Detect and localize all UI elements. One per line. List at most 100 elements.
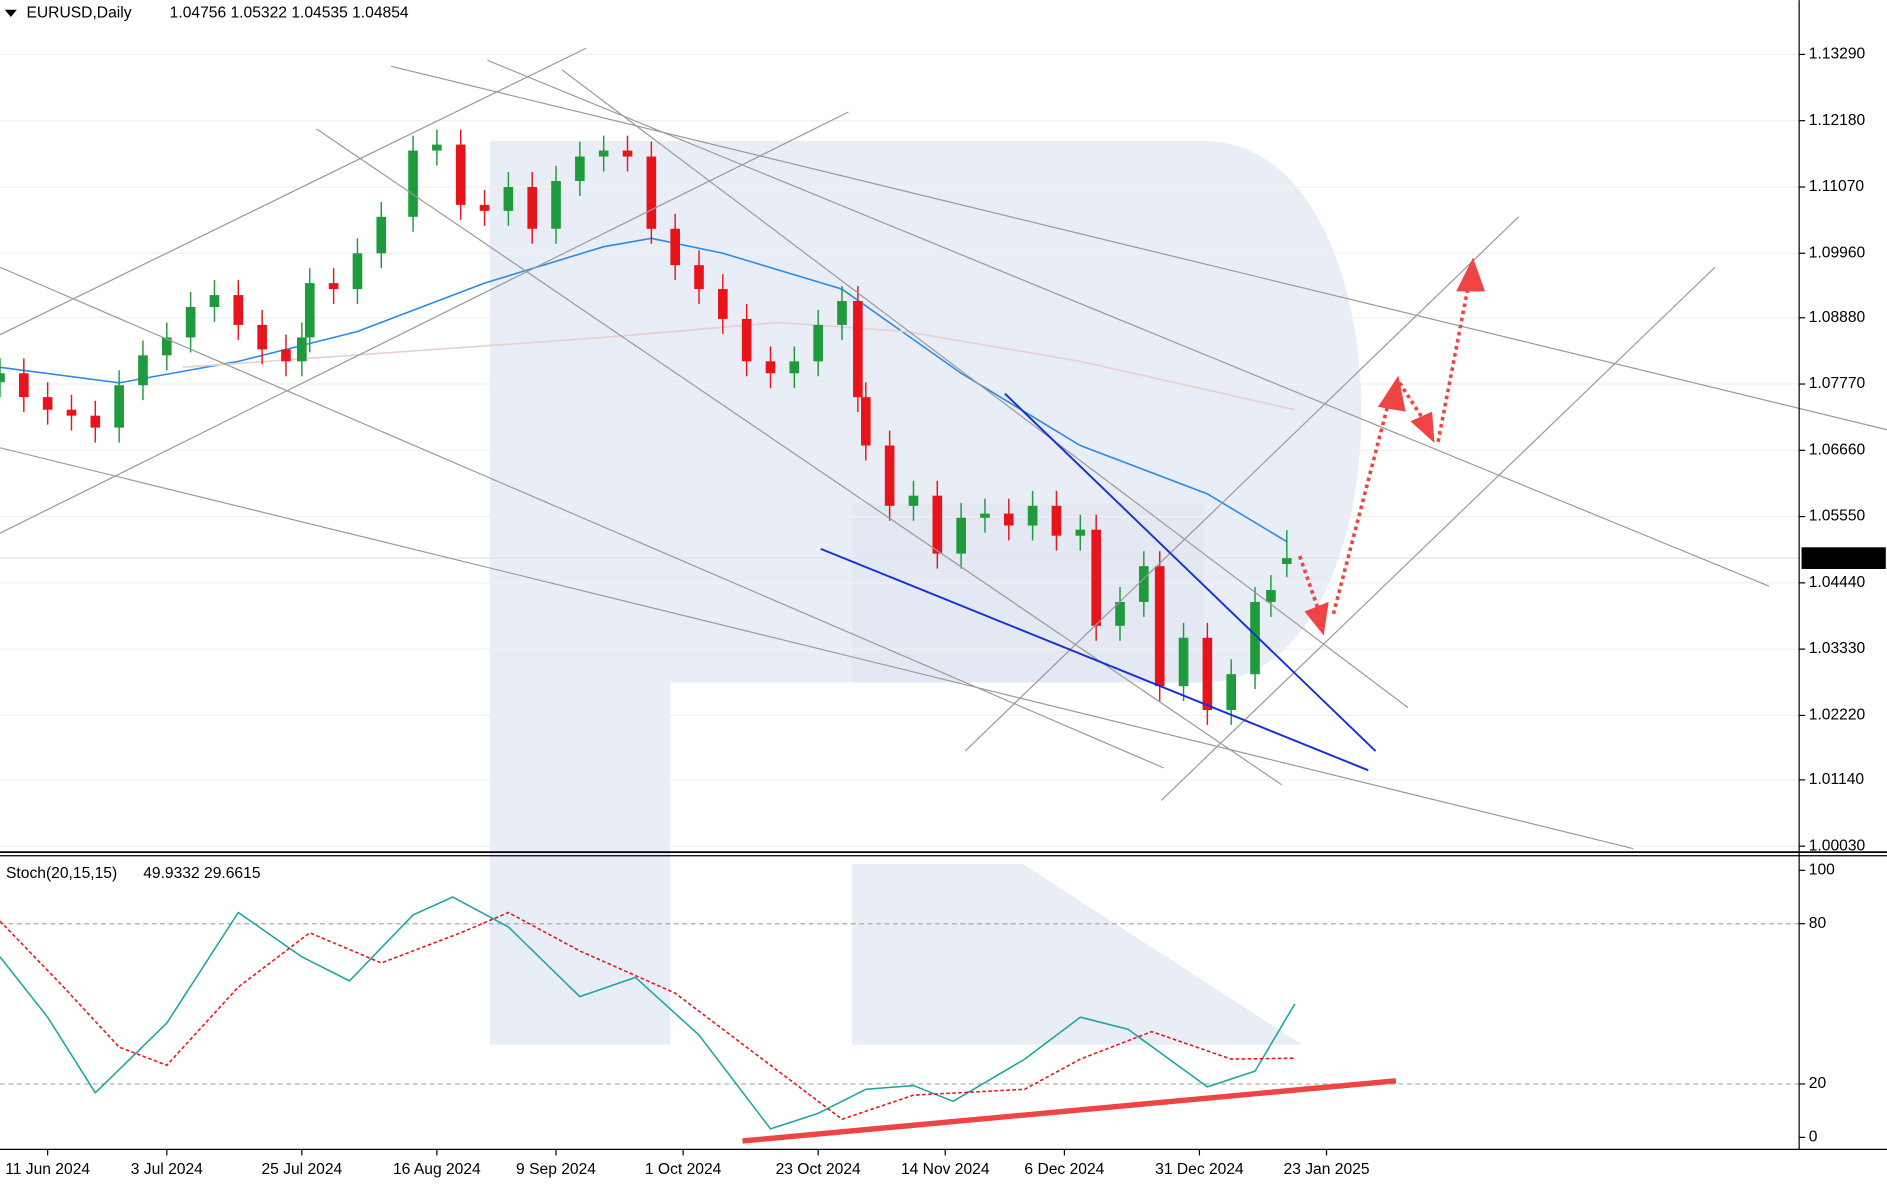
candle-body xyxy=(1115,601,1125,626)
candle-body xyxy=(304,283,315,338)
candle-body xyxy=(1051,505,1062,536)
x-tick-label: 1 Oct 2024 xyxy=(645,1161,722,1178)
trend-line xyxy=(964,216,1520,752)
candle-body xyxy=(209,295,220,308)
candle-body xyxy=(479,204,490,211)
candle-body xyxy=(1091,529,1101,626)
candle-body xyxy=(114,385,124,428)
candle-body xyxy=(432,144,442,151)
candle-body xyxy=(0,373,5,383)
candle-body xyxy=(376,216,387,254)
candle-body xyxy=(1178,637,1189,687)
candle-body xyxy=(908,495,919,506)
x-tick-label: 31 Dec 2024 xyxy=(1155,1161,1244,1178)
x-tick-label: 25 Jul 2024 xyxy=(261,1161,342,1178)
candle-body xyxy=(1027,505,1038,526)
candle-body xyxy=(297,337,307,362)
candle-body xyxy=(1202,637,1213,711)
candle-body xyxy=(527,186,538,229)
x-tick-label: 16 Aug 2024 xyxy=(393,1161,481,1178)
watermark-inner xyxy=(852,503,1204,683)
forecast-segment xyxy=(1331,396,1392,615)
trend-line xyxy=(0,266,1164,769)
candle-body xyxy=(741,318,752,362)
x-tick-label: 9 Sep 2024 xyxy=(516,1161,596,1178)
trend-line xyxy=(1160,266,1716,801)
candle-body xyxy=(185,307,196,338)
y-tick-label: 80 xyxy=(1809,915,1827,932)
x-tick-label: 6 Dec 2024 xyxy=(1024,1161,1104,1178)
candle-body xyxy=(281,349,291,362)
arrowhead xyxy=(1377,375,1406,412)
y-tick-label: 1.12180 xyxy=(1809,112,1866,129)
watermark-leg xyxy=(852,864,1303,1045)
chart-title: EURUSD,Daily xyxy=(26,4,131,21)
y-tick-label: 1.08880 xyxy=(1809,309,1866,326)
forecast-segment xyxy=(1436,286,1470,443)
y-tick-label: 1.13290 xyxy=(1809,46,1866,63)
forecast-segment xyxy=(1298,555,1321,613)
y-tick-label: 1.01140 xyxy=(1809,771,1865,788)
candle-body xyxy=(575,156,585,182)
ohlc-readout: 1.04756 1.05322 1.04535 1.04854 xyxy=(170,4,409,21)
trend-lines xyxy=(0,47,1887,850)
candle-body xyxy=(718,289,728,319)
y-tick-label: 1.11070 xyxy=(1809,178,1865,195)
candle-body xyxy=(813,324,823,362)
candle-body xyxy=(328,283,339,290)
forecast-arrowheads xyxy=(1304,257,1486,636)
arrowhead xyxy=(1304,601,1329,636)
trend-line xyxy=(316,128,1283,786)
candle-body xyxy=(884,445,895,506)
candle-body xyxy=(765,361,776,374)
trend-line xyxy=(0,111,849,534)
candle-body xyxy=(42,397,53,410)
trend-line xyxy=(487,59,1770,587)
indicator-readout: 49.9332 29.6615 xyxy=(143,865,261,882)
y-tick-label: 1.02220 xyxy=(1809,707,1866,724)
candle-body xyxy=(932,495,943,554)
trend-line xyxy=(0,47,587,336)
candle-body xyxy=(853,301,863,398)
x-tick-label: 3 Jul 2024 xyxy=(131,1161,203,1178)
candle-body xyxy=(503,186,514,211)
x-tick-label: 14 Nov 2024 xyxy=(901,1161,990,1178)
forecast-path xyxy=(1298,286,1470,615)
stoch-line xyxy=(0,896,1296,1130)
y-tick-label: 1.04440 xyxy=(1809,574,1866,591)
candle-body xyxy=(789,361,800,374)
y-tick-label: 100 xyxy=(1809,861,1835,878)
x-tick-label: 11 Jun 2024 xyxy=(5,1161,90,1178)
candle-body xyxy=(352,253,363,290)
candle-body xyxy=(19,373,29,398)
menu-triangle xyxy=(4,9,17,17)
candle-body xyxy=(66,409,77,416)
candle-body xyxy=(956,517,966,554)
candle-body xyxy=(1075,529,1086,536)
candle-body xyxy=(1250,601,1260,675)
y-tick-label: 20 xyxy=(1809,1075,1827,1092)
arrowhead xyxy=(1410,411,1435,443)
candle-body xyxy=(694,265,704,290)
y-tick-label: 0 xyxy=(1809,1128,1818,1145)
candle-body xyxy=(408,150,418,217)
wedge-line xyxy=(820,547,1369,772)
candle-body xyxy=(257,324,267,350)
candle-body xyxy=(622,150,633,157)
y-tick-label: 1.09960 xyxy=(1809,244,1866,261)
candle-body xyxy=(1266,590,1276,602)
watermark xyxy=(489,140,1362,1045)
candle-body xyxy=(1139,566,1149,602)
x-tick-label: 23 Oct 2024 xyxy=(776,1161,861,1178)
y-tick-label: 1.06660 xyxy=(1809,441,1866,458)
candle-body xyxy=(1281,558,1292,564)
arrowhead xyxy=(1456,257,1486,292)
y-tick-label: 1.05550 xyxy=(1809,508,1866,525)
stoch-line xyxy=(0,911,1295,1120)
y-tick-label: 1.00030 xyxy=(1809,837,1866,854)
trend-line xyxy=(390,65,1887,431)
candle-body xyxy=(1154,566,1165,687)
frame xyxy=(0,0,1887,1150)
last-price-tag xyxy=(1801,547,1886,569)
